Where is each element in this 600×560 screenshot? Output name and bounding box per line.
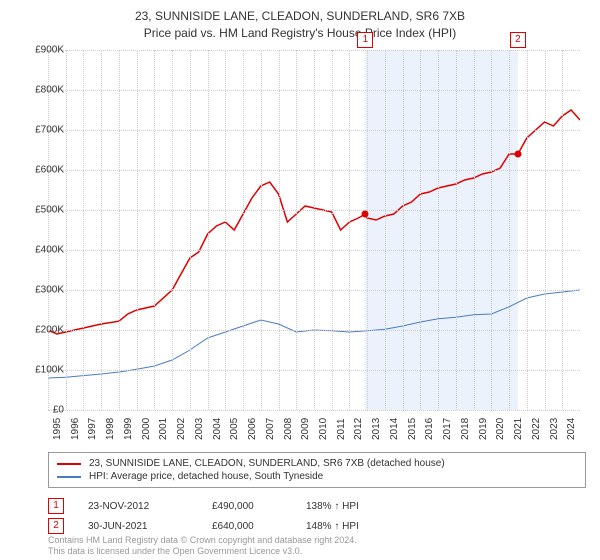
grid-line-vertical [83, 50, 84, 410]
x-axis-label: 1997 [87, 418, 98, 440]
grid-line-vertical [66, 50, 67, 410]
grid-line-vertical [403, 50, 404, 410]
grid-line-vertical [420, 50, 421, 410]
x-axis-label: 2015 [407, 418, 418, 440]
grid-line-vertical [509, 50, 510, 410]
x-axis-label: 2000 [141, 418, 152, 440]
x-axis-label: 2005 [229, 418, 240, 440]
x-axis-label: 2022 [531, 418, 542, 440]
legend-label-1: 23, SUNNISIDE LANE, CLEADON, SUNDERLAND,… [89, 458, 445, 469]
legend-item-1: 23, SUNNISIDE LANE, CLEADON, SUNDERLAND,… [57, 457, 577, 470]
x-axis-label: 2009 [300, 418, 311, 440]
grid-line-vertical [474, 50, 475, 410]
x-axis-label: 2023 [549, 418, 560, 440]
y-axis-label: £300K [35, 285, 64, 296]
sale-marker-label: 2 [510, 32, 526, 48]
sale-row: 2 30-JUN-2021 £640,000 148% ↑ HPI [48, 516, 386, 536]
y-axis-label: £800K [35, 85, 64, 96]
grid-line-vertical [48, 50, 49, 410]
y-axis-label: £200K [35, 325, 64, 336]
grid-line-vertical [137, 50, 138, 410]
grid-line-vertical [190, 50, 191, 410]
grid-line-vertical [385, 50, 386, 410]
legend-swatch-2 [57, 476, 81, 478]
sale-row: 1 23-NOV-2012 £490,000 138% ↑ HPI [48, 496, 386, 516]
grid-line-vertical [101, 50, 102, 410]
x-axis-label: 2006 [247, 418, 258, 440]
title-line-1: 23, SUNNISIDE LANE, CLEADON, SUNDERLAND,… [0, 8, 600, 25]
legend-item-2: HPI: Average price, detached house, Sout… [57, 470, 577, 483]
x-axis-label: 2016 [424, 418, 435, 440]
y-axis-label: £400K [35, 245, 64, 256]
grid-line-vertical [261, 50, 262, 410]
y-axis-label: £500K [35, 205, 64, 216]
grid-line-vertical [438, 50, 439, 410]
grid-line-vertical [491, 50, 492, 410]
sale-date: 30-JUN-2021 [88, 521, 188, 532]
x-axis-label: 2003 [194, 418, 205, 440]
sale-row-marker: 2 [48, 518, 64, 534]
grid-line-vertical [332, 50, 333, 410]
grid-line-vertical [172, 50, 173, 410]
grid-line-horizontal [48, 410, 580, 411]
grid-line-vertical [225, 50, 226, 410]
x-axis-label: 2020 [495, 418, 506, 440]
x-axis-label: 2021 [513, 418, 524, 440]
grid-line-vertical [154, 50, 155, 410]
legend-box: 23, SUNNISIDE LANE, CLEADON, SUNDERLAND,… [48, 452, 586, 488]
sale-marker-dot [362, 211, 369, 218]
sale-price: £640,000 [212, 521, 282, 532]
plot-area: 12 [48, 50, 580, 410]
grid-line-vertical [349, 50, 350, 410]
sale-records: 1 23-NOV-2012 £490,000 138% ↑ HPI 2 30-JUN-20… [48, 496, 386, 536]
y-axis-label: £900K [35, 45, 64, 56]
x-axis-label: 2012 [353, 418, 364, 440]
x-axis-label: 2014 [389, 418, 400, 440]
x-axis-label: 2018 [460, 418, 471, 440]
x-axis-label: 2019 [478, 418, 489, 440]
footer-line-1: Contains HM Land Registry data © Crown c… [48, 535, 357, 546]
x-axis-label: 2001 [158, 418, 169, 440]
y-axis-label: £100K [35, 365, 64, 376]
sale-date: 23-NOV-2012 [88, 501, 188, 512]
sale-pct: 148% ↑ HPI [306, 521, 386, 532]
grid-line-vertical [562, 50, 563, 410]
y-axis-label: £0 [53, 405, 64, 416]
x-axis-label: 1998 [105, 418, 116, 440]
x-axis-label: 1999 [123, 418, 134, 440]
x-axis-label: 2007 [265, 418, 276, 440]
x-axis-label: 2010 [318, 418, 329, 440]
legend-swatch-1 [57, 463, 81, 465]
x-axis-label: 2008 [283, 418, 294, 440]
grid-line-vertical [545, 50, 546, 410]
sale-price: £490,000 [212, 501, 282, 512]
legend-label-2: HPI: Average price, detached house, Sout… [89, 471, 323, 482]
grid-line-vertical [314, 50, 315, 410]
x-axis-label: 2002 [176, 418, 187, 440]
grid-line-vertical [456, 50, 457, 410]
sale-row-marker: 1 [48, 498, 64, 514]
y-axis-label: £600K [35, 165, 64, 176]
grid-line-vertical [367, 50, 368, 410]
grid-line-vertical [527, 50, 528, 410]
grid-line-vertical [296, 50, 297, 410]
footer-attribution: Contains HM Land Registry data © Crown c… [48, 535, 357, 557]
grid-line-vertical [243, 50, 244, 410]
grid-line-vertical [279, 50, 280, 410]
x-axis-label: 2011 [336, 418, 347, 440]
x-axis-label: 2004 [212, 418, 223, 440]
footer-line-2: This data is licensed under the Open Gov… [48, 546, 357, 557]
sale-pct: 138% ↑ HPI [306, 501, 386, 512]
y-axis-label: £700K [35, 125, 64, 136]
x-axis-label: 1996 [70, 418, 81, 440]
x-axis-label: 1995 [52, 418, 63, 440]
sale-marker-dot [514, 151, 521, 158]
chart-container: 23, SUNNISIDE LANE, CLEADON, SUNDERLAND,… [0, 0, 600, 560]
grid-line-vertical [119, 50, 120, 410]
x-axis-label: 2024 [566, 418, 577, 440]
x-axis-label: 2013 [371, 418, 382, 440]
sale-marker-label: 1 [357, 32, 373, 48]
x-axis-label: 2017 [442, 418, 453, 440]
grid-line-vertical [208, 50, 209, 410]
